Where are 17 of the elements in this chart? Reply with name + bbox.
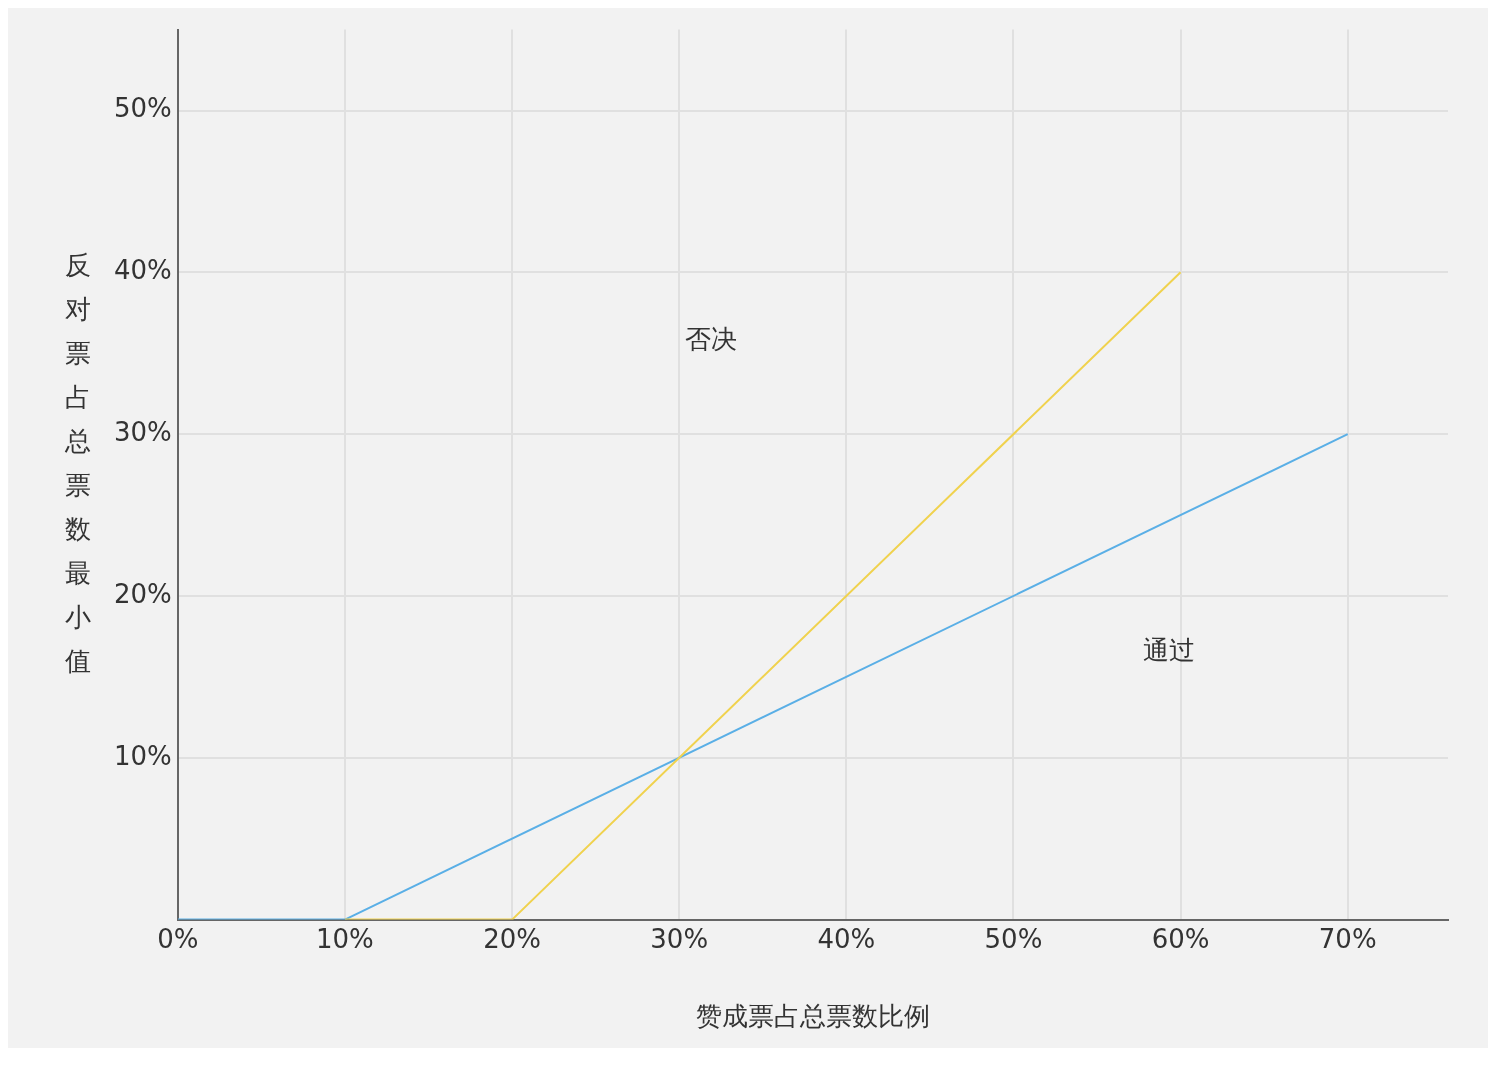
x-tick-label: 30% [650,923,709,954]
annotation: 否决 [685,323,738,354]
x-tick-label: 70% [1318,923,1377,954]
x-tick-label: 0% [157,923,199,954]
x-tick-label: 40% [817,923,876,954]
x-tick-label: 60% [1151,923,1210,954]
y-tick-label: 10% [113,740,172,771]
x-tick-label: 20% [483,923,541,954]
x-tick-label: 10% [316,923,374,954]
text: 反对票占总票数最小值 [65,250,91,676]
y-tick-label: 20% [113,578,172,609]
y-tick-label: 40% [113,255,172,286]
x-tick-label: 50% [984,923,1043,954]
y-tick-label: 50% [113,93,172,124]
x-axis-title: 赞成票占总票数比例 [695,1001,930,1032]
annotation: 通过 [1142,635,1195,666]
y-tick-label: 30% [113,416,172,447]
